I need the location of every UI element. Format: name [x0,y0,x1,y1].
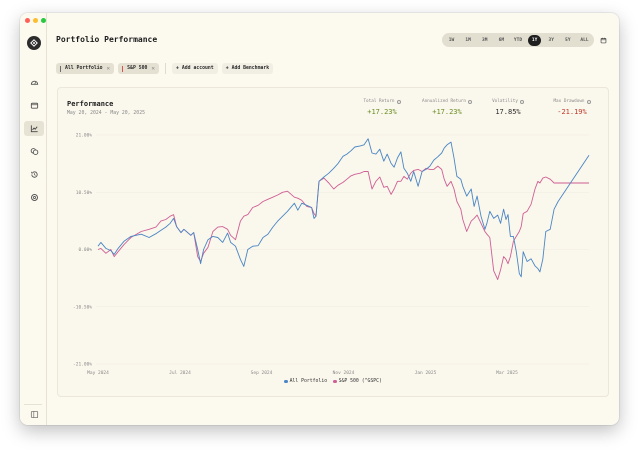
plus-icon: + [225,66,229,71]
legend-label: All Portfolio [289,379,328,384]
stat-value: -21.19% [557,108,587,116]
card-title: Performance [67,100,114,108]
stat-value: +17.23% [432,108,462,116]
info-icon[interactable] [467,99,472,104]
y-tick-label: 10.50% [76,190,93,196]
stat-label: Max Drawdown [553,99,585,104]
remove-icon[interactable]: ✕ [106,65,111,72]
chip-label: All Portfolio [65,66,103,71]
series-line[interactable] [97,138,590,278]
performance-line-chart[interactable]: 21.00% 10.50% 0.00% -10.50% -21.00% May 2024 J… [58,88,610,398]
calendar-button[interactable] [598,35,608,45]
remove-icon[interactable]: ✕ [151,65,156,72]
sidebar-item-performance[interactable] [24,121,44,136]
stat-label: Volatility [492,99,518,104]
range-ytd-button[interactable]: YTD [513,37,523,43]
main-content: Portfolio Performance 1W 1M 3M 6M YTD 1Y… [47,13,619,425]
x-tick-label: Nov 2024 [333,370,355,376]
x-tick-label: Jul 2024 [169,370,191,376]
settings-icon [30,194,38,201]
chart-line-icon [30,125,38,133]
chip-label: S&P 500 [127,66,148,71]
date-range: May 20, 2024 - May 20, 2025 [67,111,145,116]
close-window-button[interactable] [25,18,30,23]
sidebar-item-dashboard[interactable] [24,75,44,90]
range-3m-button[interactable]: 3M [482,37,488,43]
x-tick-label: Mar 2025 [496,370,518,376]
range-6m-button[interactable]: 6M [498,37,505,43]
range-1w-button[interactable]: 1W [448,37,455,43]
chip-all-portfolio[interactable]: All Portfolio ✕ [56,63,115,74]
sidebar-toggle-icon [30,410,38,419]
x-tick-label: May 2024 [87,370,109,376]
stat-label: Annualized Return [422,99,466,104]
calendar-icon [600,37,606,43]
page-title: Portfolio Performance [56,35,158,44]
comparison-chips: All Portfolio ✕ S&P 500 ✕ + Add account … [56,63,274,74]
info-icon[interactable] [519,99,524,104]
chip-color-bar [122,65,124,72]
time-range-selector: 1W 1M 3M 6M YTD 1Y 3Y 5Y ALL [442,33,594,47]
legend-item-benchmark[interactable]: S&P 500 (^GSPC) [333,379,382,384]
sidebar-toggle-button[interactable] [24,407,44,422]
stat-label: Total Return [363,99,395,104]
x-tick-label: Jan 2025 [415,370,437,376]
stat-total-return: Total Return +17.23% [358,99,406,116]
legend-dot [333,379,337,384]
app-window: Portfolio Performance 1W 1M 3M 6M YTD 1Y… [20,13,619,425]
range-3y-button[interactable]: 3Y [548,37,554,43]
maximize-window-button[interactable] [41,18,46,23]
stat-value: 17.85% [495,108,521,116]
chart-legend: All Portfolio S&P 500 (^GSPC) [58,379,608,384]
info-icon[interactable] [586,99,591,104]
add-benchmark-button[interactable]: + Add Benchmark [221,63,274,74]
range-1m-button[interactable]: 1M [465,37,471,43]
legend-item-portfolio[interactable]: All Portfolio [284,379,327,384]
sidebar-item-accounts[interactable] [24,98,44,113]
info-icon[interactable] [396,99,401,104]
stat-volatility: Volatility 17.85% [486,99,530,116]
range-all-button[interactable]: ALL [580,37,589,43]
sidebar-item-holdings[interactable] [24,144,44,159]
add-benchmark-label: Add Benchmark [231,66,270,71]
range-5y-button[interactable]: 5Y [565,37,571,43]
gauge-icon [30,80,38,85]
history-icon [30,171,38,178]
stat-max-drawdown: Max Drawdown -21.19% [544,99,600,116]
legend-dot [284,379,288,384]
y-tick-label: 21.00% [76,133,93,139]
sidebar-item-settings[interactable] [24,190,44,205]
minimize-window-button[interactable] [33,18,38,23]
add-account-button[interactable]: + Add account [172,63,218,74]
coins-icon [30,148,38,155]
y-tick-label: -21.00% [73,362,92,368]
y-tick-label: -10.50% [73,304,92,310]
range-1y-button[interactable]: 1Y [528,34,542,46]
wallet-icon [30,102,38,109]
stat-value: +17.23% [367,108,397,116]
legend-label: S&P 500 (^GSPC) [338,379,382,384]
window-controls [25,18,46,23]
y-tick-label: 0.00% [78,247,92,253]
stat-annualized-return: Annualized Return +17.23% [414,99,480,116]
sidebar-divider [24,404,42,405]
logo-icon[interactable] [27,36,41,50]
chip-color-bar [60,65,61,72]
series-line[interactable] [97,165,589,280]
chip-sp500[interactable]: S&P 500 ✕ [118,63,160,74]
sidebar-item-history[interactable] [24,167,44,182]
performance-card: Performance May 20, 2024 - May 20, 2025 … [57,87,609,397]
chip-divider [165,63,167,74]
plus-icon: + [176,66,179,71]
x-tick-label: Sep 2024 [251,370,273,376]
add-account-label: Add account [181,66,214,71]
sidebar [20,13,47,425]
